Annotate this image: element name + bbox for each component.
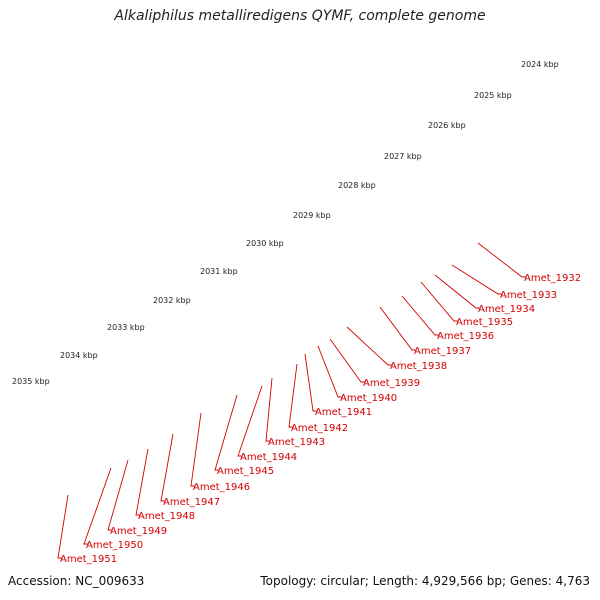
gene-label: Amet_1942 xyxy=(291,423,348,434)
kbp-label: 2027 kbp xyxy=(384,152,422,161)
gene-label: Amet_1939 xyxy=(363,378,420,389)
kbp-label: 2033 kbp xyxy=(107,323,145,332)
gene-label: Amet_1937 xyxy=(414,346,471,357)
gene-label: Amet_1938 xyxy=(390,361,447,372)
leader-line xyxy=(434,274,480,309)
gene-label: Amet_1947 xyxy=(163,497,220,508)
gene-label: Amet_1943 xyxy=(268,437,325,448)
leader-line xyxy=(83,467,112,545)
gene-label: Amet_1951 xyxy=(60,554,117,565)
gene-label: Amet_1945 xyxy=(217,466,274,477)
kbp-label: 2025 kbp xyxy=(474,91,512,100)
kbp-label: 2035 kbp xyxy=(12,377,50,386)
kbp-label: 2029 kbp xyxy=(293,211,331,220)
leader-line xyxy=(190,412,202,487)
leader-line xyxy=(317,345,342,398)
gene-label: Amet_1935 xyxy=(456,317,513,328)
leader-line xyxy=(304,353,317,412)
gene-label: Amet_1949 xyxy=(110,526,167,537)
gene-label: Amet_1934 xyxy=(478,304,535,315)
gene-label: Amet_1940 xyxy=(340,393,397,404)
gene-label: Amet_1948 xyxy=(138,511,195,522)
gene-label: Amet_1933 xyxy=(500,290,557,301)
leader-line xyxy=(57,494,69,559)
kbp-label: 2030 kbp xyxy=(246,239,284,248)
genome-title: Alkaliphilus metalliredigens QYMF, compl… xyxy=(114,8,486,24)
leader-line xyxy=(288,363,298,428)
gene-label: Amet_1932 xyxy=(524,273,581,284)
leader-line xyxy=(237,385,263,457)
gene-label: Amet_1944 xyxy=(240,452,297,463)
leader-line xyxy=(401,295,439,336)
gene-label: Amet_1941 xyxy=(315,407,372,418)
label-leader-lines xyxy=(57,242,526,559)
leader-line xyxy=(160,433,174,502)
gene-labels: Amet_1932 Amet_1933 Amet_1934 Amet_1935 Amet… xyxy=(60,273,581,565)
kbp-label: 2028 kbp xyxy=(338,181,376,190)
leader-line xyxy=(346,326,392,366)
gene-label: Amet_1936 xyxy=(437,331,494,342)
gene-label: Amet_1946 xyxy=(193,482,250,493)
kbp-label: 2034 kbp xyxy=(60,351,98,360)
kbp-label: 2024 kbp xyxy=(521,60,559,69)
kbp-label: 2032 kbp xyxy=(153,296,191,305)
leader-line xyxy=(214,394,238,471)
leader-line xyxy=(135,448,149,516)
leader-line xyxy=(420,281,458,322)
accession-text: Accession: NC_009633 xyxy=(8,574,145,588)
leader-line xyxy=(451,264,502,295)
leader-line xyxy=(107,459,129,531)
leader-line xyxy=(265,377,273,442)
kbp-labels: 2024 kbp 2025 kbp 2026 kbp 2027 kbp 2028 kbp… xyxy=(12,60,559,386)
gene-label: Amet_1950 xyxy=(86,540,143,551)
genome-summary-text: Topology: circular; Length: 4,929,566 bp… xyxy=(260,574,590,588)
kbp-label: 2031 kbp xyxy=(200,267,238,276)
kbp-label: 2026 kbp xyxy=(428,121,466,130)
leader-line xyxy=(477,242,526,278)
leader-line xyxy=(329,338,365,383)
leader-line xyxy=(379,306,416,351)
